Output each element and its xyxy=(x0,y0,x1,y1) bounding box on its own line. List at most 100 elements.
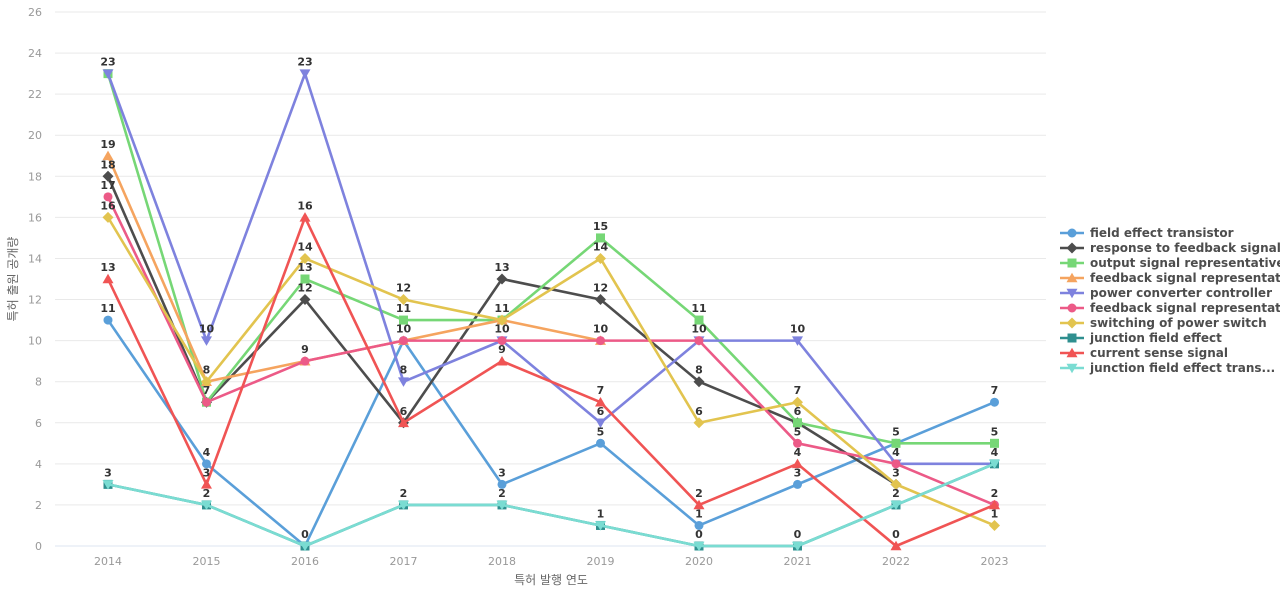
data-point-label: 10 xyxy=(199,323,215,336)
data-point-label: 5 xyxy=(991,425,999,438)
series-current-sense-signal xyxy=(102,212,1000,551)
legend-marker-icon xyxy=(1060,242,1084,253)
y-tick-label: 8 xyxy=(35,376,42,389)
legend-label: field effect transistor xyxy=(1090,225,1234,240)
series-field-effect-transistor xyxy=(103,315,999,551)
data-point-label: 2 xyxy=(991,487,999,500)
data-point-label: 10 xyxy=(790,323,806,336)
data-point-label: 9 xyxy=(498,343,506,356)
data-point-label: 3 xyxy=(203,466,211,479)
data-point-label: 11 xyxy=(396,302,411,315)
data-point-label: 7 xyxy=(991,384,999,397)
data-point-label: 11 xyxy=(691,302,706,315)
legend-label: response to feedback signal xyxy=(1090,240,1280,255)
data-point-label: 1 xyxy=(597,507,605,520)
legend-item-switching-of-power-switch[interactable]: switching of power switch xyxy=(1060,315,1276,330)
data-point-label: 12 xyxy=(593,282,608,295)
series-junction-field-effect-trans- xyxy=(102,459,1000,552)
data-point-label: 12 xyxy=(396,282,411,295)
data-point-label: 10 xyxy=(691,323,707,336)
x-tick-label: 2021 xyxy=(784,555,812,568)
data-point-label: 18 xyxy=(100,158,115,171)
data-point-label: 4 xyxy=(991,446,999,459)
data-point-label: 2 xyxy=(400,487,408,500)
data-point-label: 0 xyxy=(794,528,802,541)
y-tick-label: 12 xyxy=(28,294,42,307)
y-tick-label: 22 xyxy=(28,88,42,101)
y-tick-label: 2 xyxy=(35,499,42,512)
x-tick-label: 2015 xyxy=(193,555,221,568)
legend-marker-icon xyxy=(1060,228,1084,237)
legend-item-feedback-signal-representative[interactable]: feedback signal representative xyxy=(1060,271,1280,285)
data-point-label: 23 xyxy=(297,56,312,69)
data-point-label: 8 xyxy=(695,364,703,377)
series-power-converter-controller xyxy=(102,69,1000,470)
legend-marker-icon xyxy=(1060,347,1084,357)
legend-item-junction-field-effect[interactable]: junction field effect xyxy=(1060,330,1276,345)
y-tick-label: 26 xyxy=(28,6,42,19)
data-point-label: 7 xyxy=(203,384,211,397)
legend-item-response-to-feedback-signal[interactable]: response to feedback signal xyxy=(1060,241,1280,255)
data-point-label: 10 xyxy=(494,323,510,336)
data-point-label: 3 xyxy=(892,466,900,479)
data-point-label: 13 xyxy=(100,261,115,274)
data-point-label: 0 xyxy=(695,528,703,541)
legend-label: output signal representative xyxy=(1090,255,1280,270)
legend-label: junction field effect xyxy=(1090,330,1222,345)
y-tick-label: 18 xyxy=(28,170,42,183)
x-tick-label: 2020 xyxy=(685,555,713,568)
data-point-label: 7 xyxy=(794,384,802,397)
legend-label: power converter controller xyxy=(1090,285,1272,300)
data-point-label: 8 xyxy=(400,364,408,377)
legend-marker-icon xyxy=(1060,333,1084,342)
data-point-label: 10 xyxy=(593,323,609,336)
data-point-label: 4 xyxy=(203,446,211,459)
data-point-label: 13 xyxy=(494,261,509,274)
legend-item-output-signal-representative[interactable]: output signal representative xyxy=(1060,256,1280,270)
legend-item-junction-field-effect-trans-[interactable]: junction field effect trans... xyxy=(1060,360,1276,375)
data-point-label: 16 xyxy=(100,199,116,212)
data-point-label: 4 xyxy=(794,446,802,459)
data-point-label: 11 xyxy=(494,302,509,315)
legend-marker-icon xyxy=(1060,363,1084,373)
y-tick-label: 24 xyxy=(28,47,42,60)
data-point-label: 5 xyxy=(892,425,900,438)
data-point-label: 2 xyxy=(695,487,703,500)
data-point-label: 2 xyxy=(892,487,900,500)
data-point-label: 12 xyxy=(297,282,312,295)
data-point-label: 13 xyxy=(297,261,312,274)
x-tick-label: 2016 xyxy=(291,555,319,568)
y-axis-title: 특허 출원 공개량 xyxy=(6,237,20,322)
chart-legend: field effect transistor response to feedb… xyxy=(1060,0,1280,600)
data-point-label: 23 xyxy=(100,56,115,69)
y-tick-label: 14 xyxy=(28,252,42,265)
data-point-label: 14 xyxy=(593,240,609,253)
legend-label: junction field effect trans... xyxy=(1090,360,1276,375)
data-point-label: 1 xyxy=(695,507,703,520)
y-tick-label: 6 xyxy=(35,417,42,430)
data-point-label: 6 xyxy=(695,405,703,418)
legend-label: switching of power switch xyxy=(1090,315,1267,330)
series-switching-of-power-switch xyxy=(102,211,1000,531)
legend-marker-icon xyxy=(1060,303,1084,312)
legend-marker-icon xyxy=(1060,272,1084,282)
x-tick-label: 2018 xyxy=(488,555,516,568)
legend-marker-icon xyxy=(1060,258,1084,267)
data-point-label: 6 xyxy=(597,405,605,418)
y-tick-label: 20 xyxy=(28,129,42,142)
legend-item-field-effect-transistor[interactable]: field effect transistor xyxy=(1060,225,1276,240)
legend-item-power-converter-controller[interactable]: power converter controller xyxy=(1060,285,1276,300)
series-feedback-signal-representat- xyxy=(103,192,999,510)
y-tick-label: 16 xyxy=(28,211,42,224)
legend-label: feedback signal representative xyxy=(1090,270,1280,285)
legend-item-current-sense-signal[interactable]: current sense signal xyxy=(1060,346,1276,360)
legend-label: feedback signal representat... xyxy=(1090,300,1280,315)
y-tick-label: 0 xyxy=(35,540,42,553)
x-tick-label: 2023 xyxy=(981,555,1009,568)
y-tick-label: 10 xyxy=(28,335,42,348)
legend-item-feedback-signal-representat-[interactable]: feedback signal representat... xyxy=(1060,301,1280,315)
